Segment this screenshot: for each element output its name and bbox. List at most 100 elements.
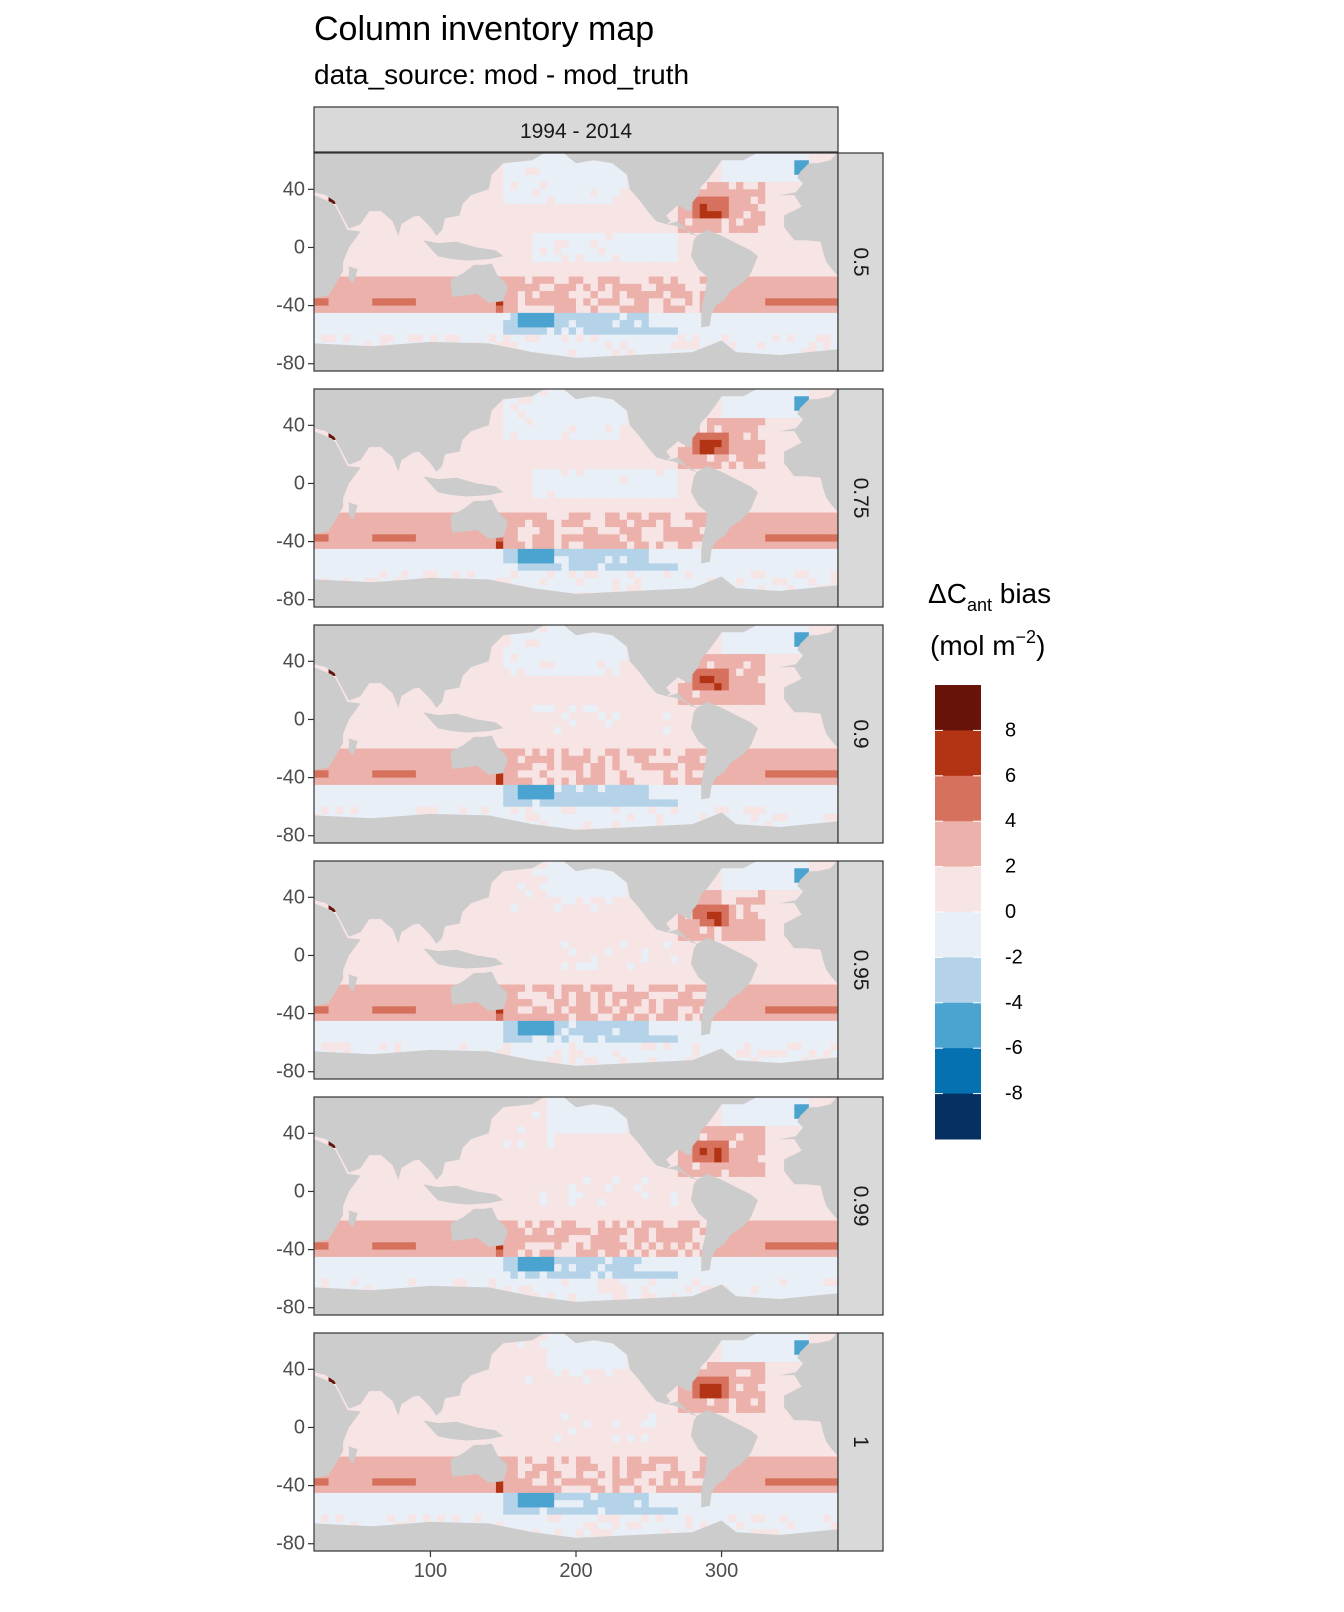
- heat-cell: [830, 305, 838, 314]
- heat-cell: [583, 189, 591, 197]
- heat-cell: [517, 639, 526, 648]
- heat-cell: [546, 240, 555, 248]
- heat-cell: [372, 498, 380, 506]
- heat-cell: [539, 498, 548, 506]
- heat-cell: [626, 341, 635, 350]
- heat-cell: [648, 512, 657, 521]
- heat-cell: [721, 334, 730, 343]
- heat-cell: [634, 247, 642, 256]
- heat-cell: [612, 563, 621, 572]
- heat-cell: [830, 534, 838, 542]
- heat-cell: [787, 305, 795, 314]
- heat-cell: [728, 182, 737, 190]
- heat-cell: [372, 240, 380, 248]
- heat-cell: [670, 468, 679, 477]
- heat-cell: [597, 505, 606, 513]
- heat-cell: [517, 527, 526, 535]
- heat-cell: [568, 454, 577, 463]
- heat-cell: [401, 262, 410, 270]
- heat-cell: [517, 490, 526, 499]
- heat-cell: [772, 153, 781, 161]
- heat-cell: [474, 291, 482, 299]
- heat-cell: [736, 447, 744, 455]
- heat-cell: [641, 527, 650, 535]
- heat-cell: [692, 225, 701, 234]
- heat-cell: [634, 254, 642, 263]
- heat-cell: [495, 661, 504, 669]
- heat-cell: [386, 327, 395, 336]
- heat-cell: [495, 534, 504, 542]
- heat-cell: [423, 548, 431, 557]
- heat-cell: [605, 541, 613, 550]
- heat-cell: [641, 211, 650, 219]
- heat-cell: [576, 505, 584, 513]
- heat-cell: [714, 646, 722, 655]
- heat-cell: [750, 298, 759, 306]
- heat-cell: [576, 461, 584, 470]
- heat-cell: [466, 240, 475, 248]
- heat-cell: [692, 291, 701, 299]
- heat-cell: [372, 291, 380, 299]
- heat-cell: [532, 276, 541, 285]
- heat-cell: [765, 468, 773, 477]
- heat-cell: [364, 519, 373, 528]
- heat-cell: [459, 675, 468, 684]
- heat-cell: [321, 556, 329, 564]
- heat-cell: [612, 189, 621, 197]
- heat-cell: [619, 447, 628, 455]
- chart-title: Column inventory map: [314, 10, 654, 48]
- heat-cell: [670, 298, 679, 306]
- heat-cell: [590, 661, 599, 669]
- heat-cell: [321, 334, 329, 343]
- heat-cell: [532, 218, 541, 227]
- heat-cell: [787, 276, 795, 285]
- heat-cell: [699, 327, 708, 336]
- heat-cell: [750, 341, 759, 350]
- heat-cell: [779, 254, 788, 263]
- heat-cell: [605, 447, 613, 455]
- heat-cell: [670, 570, 679, 579]
- heat-cell: [423, 519, 431, 528]
- heat-cell: [779, 577, 788, 586]
- heat-cell: [532, 262, 541, 270]
- heat-cell: [415, 254, 424, 263]
- heat-cell: [568, 174, 577, 183]
- heat-cell: [794, 247, 803, 256]
- heat-cell: [437, 534, 446, 542]
- heat-cell: [539, 269, 548, 277]
- heat-cell: [801, 625, 810, 633]
- heat-cell: [452, 548, 460, 557]
- heat-cell: [583, 276, 591, 285]
- heat-cell: [743, 512, 752, 521]
- heat-cell: [830, 527, 838, 535]
- heat-cell: [364, 291, 373, 299]
- heat-cell: [510, 341, 519, 350]
- heat-cell: [663, 541, 672, 550]
- heat-cell: [801, 269, 810, 277]
- heat-cell: [787, 341, 795, 350]
- heat-cell: [517, 476, 526, 484]
- heat-cell: [525, 683, 533, 691]
- heat-cell: [343, 541, 351, 550]
- heat-cell: [561, 410, 570, 419]
- heat-cell: [583, 211, 591, 219]
- heat-cell: [408, 254, 417, 263]
- heat-cell: [736, 432, 744, 441]
- heat-cell: [670, 519, 679, 528]
- heat-cell: [721, 534, 730, 542]
- heat-cell: [437, 320, 446, 328]
- heat-cell: [561, 327, 570, 336]
- heat-cell: [736, 646, 744, 655]
- heat-cell: [692, 305, 701, 314]
- heat-cell: [372, 683, 380, 691]
- heat-cell: [510, 410, 519, 419]
- heat-cell: [794, 625, 803, 633]
- heat-cell: [539, 291, 548, 299]
- heat-cell: [495, 262, 504, 270]
- heat-cell: [619, 534, 628, 542]
- heat-cell: [561, 334, 570, 343]
- heat-cell: [677, 505, 686, 513]
- heat-cell: [765, 211, 773, 219]
- heat-cell: [677, 225, 686, 234]
- heat-cell: [750, 276, 759, 285]
